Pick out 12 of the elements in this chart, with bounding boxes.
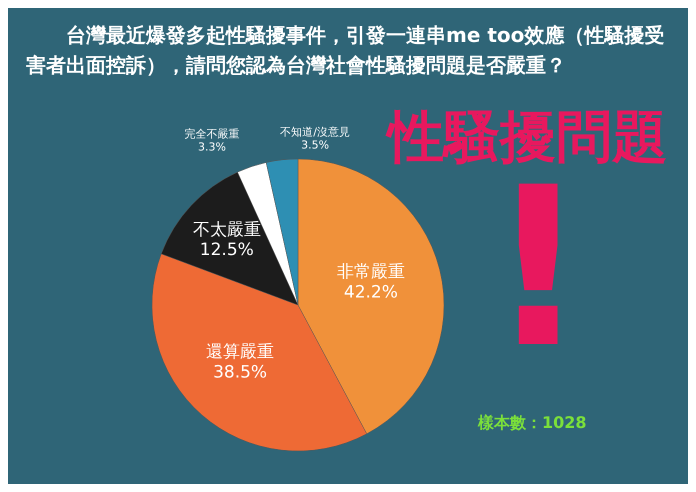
data-label: 38.5% — [213, 362, 268, 382]
data-label: 12.5% — [200, 240, 254, 260]
chart-title: 台灣最近爆發多起性騷擾事件，引發一連串me too效應（性騷擾受害者出面控訴），請問您認為台灣社會性騷擾問題是否嚴重？ — [26, 22, 666, 79]
data-label: 3.3% — [198, 140, 226, 154]
slice-label: 不太嚴重 — [192, 220, 261, 240]
slice-label: 不知道/沒意見 — [280, 125, 350, 138]
slice-label: 還算嚴重 — [206, 342, 274, 362]
data-label: 3.5% — [301, 138, 330, 152]
text: 樣本數：1028 — [478, 413, 587, 434]
slice-label: 完全不嚴重 — [184, 128, 240, 141]
data-label: 42.2% — [344, 282, 398, 303]
slice-label: 非常嚴重 — [336, 262, 405, 282]
